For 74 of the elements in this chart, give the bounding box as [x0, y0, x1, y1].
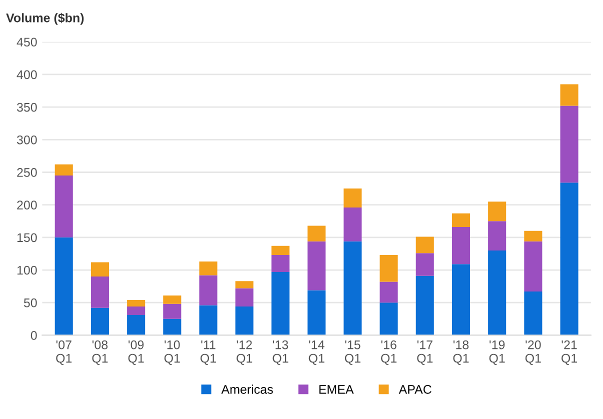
x-tick-label: '09 Q1 [128, 340, 144, 365]
y-tick-label: 350 [16, 102, 37, 112]
y-tick-label: 50 [24, 298, 37, 308]
bar [344, 241, 362, 336]
bar [271, 272, 290, 336]
x-tick-label: '16 Q1 [381, 340, 397, 365]
bar [488, 221, 506, 250]
x-tick-label: '10 Q1 [164, 340, 180, 365]
bar [199, 305, 218, 336]
legend-label: APAC [398, 384, 432, 394]
y-tick-label: 150 [17, 233, 37, 242]
bar [560, 84, 578, 106]
bar [452, 213, 470, 228]
bar [54, 237, 73, 336]
bar [416, 276, 434, 336]
x-tick-label: '19 Q1 [489, 340, 505, 365]
bar [127, 306, 146, 315]
legend-label: Americas [221, 384, 273, 394]
bar [488, 202, 506, 222]
x-tick-label: '15 Q1 [344, 340, 360, 365]
bar [235, 288, 254, 307]
bar [199, 262, 218, 276]
bar [54, 164, 73, 176]
bar [127, 314, 146, 336]
bar [380, 255, 398, 282]
bar [308, 241, 326, 290]
x-tick-label: '21 Q1 [562, 340, 578, 365]
bar [90, 276, 109, 308]
y-tick-label: 100 [17, 266, 37, 275]
bar [488, 250, 506, 336]
y-tick-label: 250 [17, 168, 37, 177]
bar [524, 241, 542, 292]
bar [416, 253, 434, 276]
bar [416, 236, 434, 254]
x-tick-label: '11 Q1 [200, 340, 216, 365]
y-tick-label: 400 [16, 70, 37, 80]
x-tick-label: '13 Q1 [272, 340, 288, 365]
bar [54, 176, 73, 238]
bar [452, 264, 470, 336]
bar [380, 282, 398, 303]
bar [163, 304, 182, 319]
bar [560, 106, 578, 183]
bar [271, 255, 290, 272]
y-tick-label: 0 [30, 331, 37, 340]
legend-label: EMEA [319, 385, 354, 394]
bar [452, 227, 470, 264]
bar [127, 300, 146, 307]
bar [271, 246, 290, 256]
x-tick-label: '14 Q1 [308, 340, 324, 365]
bar [90, 262, 109, 277]
y-axis-title: Volume ($bn) [6, 12, 84, 25]
bar [524, 292, 542, 336]
bar [163, 318, 182, 336]
x-tick-label: '12 Q1 [236, 340, 252, 365]
x-tick-label: '17 Q1 [417, 340, 433, 365]
bar [163, 295, 182, 304]
y-tick-label: 200 [17, 200, 37, 210]
bar [199, 275, 218, 306]
x-tick-label: '07 Q1 [56, 340, 72, 365]
x-tick-label: '20 Q1 [525, 340, 541, 365]
x-tick-label: '08 Q1 [92, 340, 108, 365]
bar [308, 226, 326, 242]
bar [90, 308, 109, 336]
y-tick-label: 450 [16, 38, 37, 47]
bar [344, 188, 362, 208]
x-tick-label: '18 Q1 [453, 340, 469, 365]
bar [235, 281, 254, 288]
bar [524, 230, 542, 242]
bar [308, 290, 326, 336]
bar [235, 306, 254, 336]
bar [380, 302, 398, 336]
y-tick-label: 300 [16, 135, 37, 144]
bar [560, 182, 578, 336]
bar [344, 207, 362, 242]
